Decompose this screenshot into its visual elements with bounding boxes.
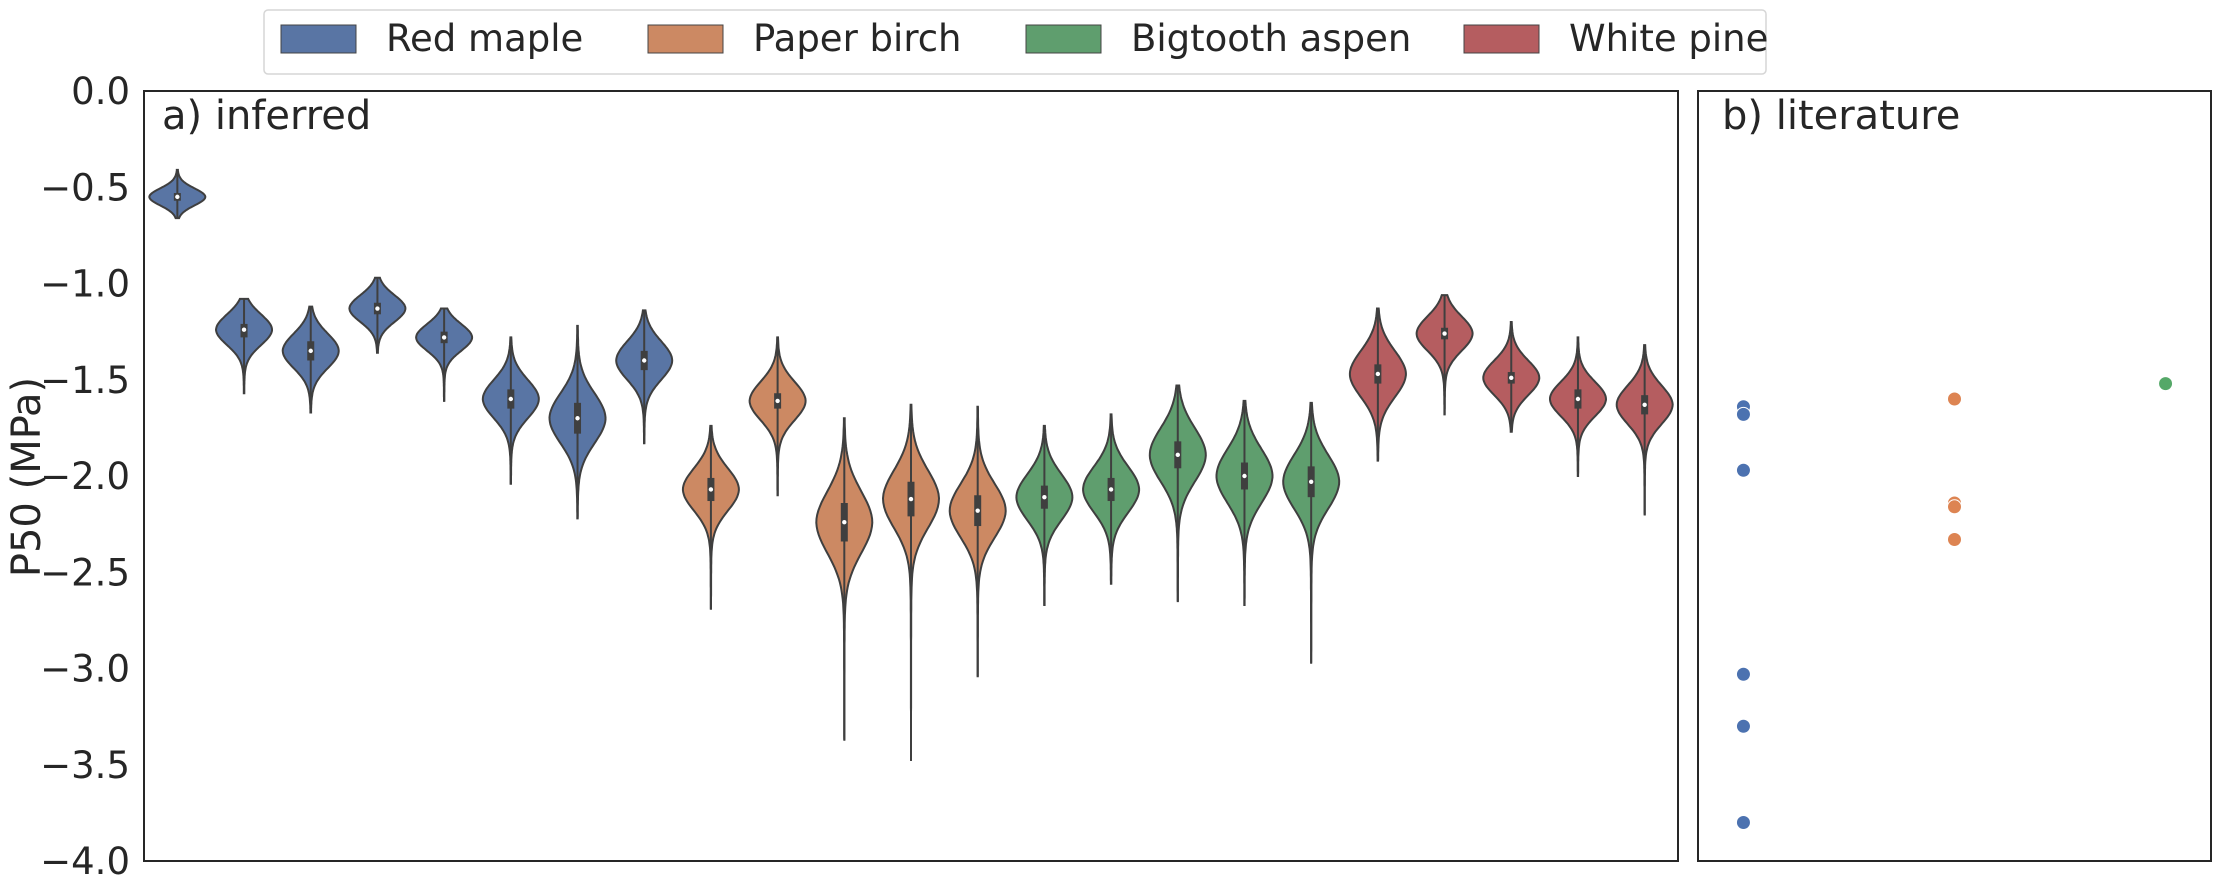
y-tick-label: −2.5 bbox=[40, 551, 130, 594]
violin-median-dot bbox=[1442, 331, 1447, 336]
violin-median-dot bbox=[1242, 473, 1247, 479]
legend-swatch-white-pine bbox=[1463, 24, 1540, 54]
y-tick-label: −0.5 bbox=[40, 166, 130, 209]
panel-a: 0.0 −0.5 −1.0 −1.5 −2.0 −2.5 −3.0 −3.5 −4.0 a) i… bbox=[40, 70, 1679, 883]
y-tick-label: 0.0 bbox=[71, 70, 130, 113]
violin-median-dot bbox=[1108, 487, 1114, 492]
violin-median-dot bbox=[508, 396, 514, 402]
literature-point bbox=[1947, 391, 1962, 407]
legend-swatch-paper-birch bbox=[647, 24, 724, 54]
legend-label-paper-birch: Paper birch bbox=[753, 17, 962, 60]
violin-median-dot bbox=[908, 496, 914, 502]
y-tick-label: −2.0 bbox=[40, 455, 130, 498]
legend-label-bigtooth-aspen: Bigtooth aspen bbox=[1131, 17, 1411, 60]
y-tick-label: −3.5 bbox=[40, 744, 130, 787]
y-tick-label: −1.5 bbox=[40, 359, 130, 402]
y-axis-label: P50 (MPa) bbox=[4, 377, 50, 577]
y-tick-label: −3.0 bbox=[40, 648, 130, 691]
violin-median-dot bbox=[441, 335, 447, 340]
violin-median-dot bbox=[1175, 452, 1180, 458]
literature-point bbox=[1735, 406, 1751, 422]
y-tick-label: −1.0 bbox=[40, 263, 130, 306]
literature-point bbox=[1735, 718, 1751, 734]
panel-b-frame bbox=[1697, 90, 2212, 862]
y-tick-labels: 0.0 −0.5 −1.0 −1.5 −2.0 −2.5 −3.0 −3.5 −4.0 bbox=[40, 70, 130, 883]
legend-label-white-pine: White pine bbox=[1569, 17, 1768, 60]
violin-median-dot bbox=[1042, 494, 1047, 500]
legend-label-red-maple: Red maple bbox=[386, 17, 583, 60]
violin-median-dot bbox=[775, 398, 780, 404]
violin-median-dot bbox=[842, 520, 847, 525]
y-tick-label: −4.0 bbox=[40, 840, 130, 883]
violin-median-dot bbox=[1642, 402, 1647, 407]
legend: Red maple Paper birch Bigtooth aspen Whi… bbox=[263, 9, 1768, 75]
literature-point bbox=[1947, 532, 1962, 548]
violin-median-dot bbox=[1308, 479, 1314, 484]
panel-a-frame bbox=[143, 90, 1679, 862]
violin-median-dot bbox=[175, 194, 180, 200]
violin-median-dot bbox=[1509, 375, 1514, 381]
literature-point bbox=[1735, 815, 1751, 830]
violin-median-dot bbox=[241, 327, 247, 332]
violin-median-dot bbox=[575, 416, 580, 421]
panel-b: b) literature bbox=[1697, 90, 2212, 862]
violin-median-dot bbox=[375, 306, 380, 311]
points-group bbox=[1735, 376, 2174, 830]
violins-group bbox=[148, 168, 1674, 761]
legend-swatch-bigtooth-aspen bbox=[1025, 24, 1102, 54]
literature-point bbox=[1735, 666, 1751, 682]
literature-point bbox=[1947, 499, 1962, 515]
literature-point bbox=[1735, 462, 1751, 478]
panel-b-title: b) literature bbox=[1722, 93, 1960, 139]
legend-swatch-red-maple bbox=[280, 24, 357, 54]
literature-point bbox=[2158, 376, 2174, 392]
violin-median-dot bbox=[1375, 371, 1381, 377]
violin-median-dot bbox=[975, 508, 980, 513]
violin-median-dot bbox=[1575, 396, 1581, 402]
violin-median-dot bbox=[708, 487, 714, 492]
violin-median-dot bbox=[642, 358, 647, 363]
legend-frame bbox=[263, 9, 1767, 75]
violin-median-dot bbox=[308, 348, 313, 354]
panel-a-title: a) inferred bbox=[162, 93, 371, 139]
